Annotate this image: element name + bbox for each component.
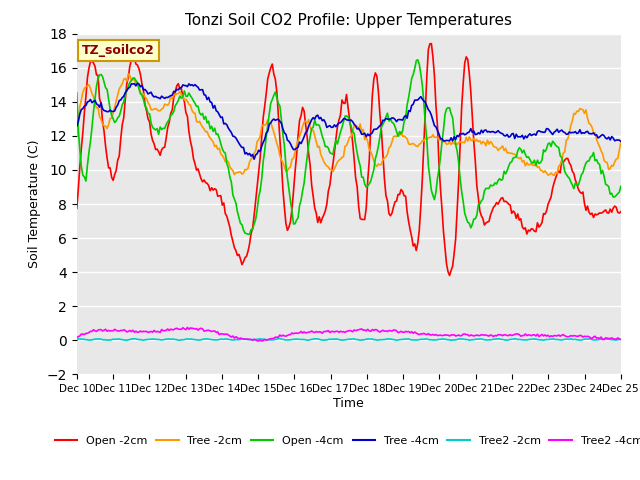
Tree -2cm — [312, 139, 320, 144]
Title: Tonzi Soil CO2 Profile: Upper Temperatures: Tonzi Soil CO2 Profile: Upper Temperatur… — [186, 13, 512, 28]
Tree2 -4cm — [314, 329, 321, 335]
Tree2 -4cm — [184, 324, 191, 330]
Line: Open -2cm: Open -2cm — [77, 44, 621, 276]
Open -4cm — [589, 150, 597, 156]
Open -2cm — [311, 205, 319, 211]
Tree2 -2cm — [253, 336, 261, 342]
Open -4cm — [73, 90, 81, 96]
Open -4cm — [414, 57, 422, 62]
Open -4cm — [255, 194, 262, 200]
Tree2 -2cm — [73, 336, 81, 342]
Tree -4cm — [314, 112, 321, 118]
Open -4cm — [264, 122, 271, 128]
Tree2 -2cm — [276, 336, 284, 341]
Line: Tree -2cm: Tree -2cm — [77, 74, 621, 175]
Tree2 -2cm — [235, 336, 243, 342]
Tree -2cm — [73, 133, 81, 139]
Tree -4cm — [141, 86, 149, 92]
Tree -4cm — [617, 138, 625, 144]
Tree -2cm — [589, 130, 597, 135]
Line: Tree2 -4cm: Tree2 -4cm — [77, 327, 621, 341]
Tree2 -2cm — [617, 336, 625, 342]
Tree2 -4cm — [589, 334, 597, 340]
Tree -4cm — [250, 156, 258, 162]
Tree -4cm — [134, 80, 141, 86]
Tree -2cm — [125, 71, 132, 77]
Tree -2cm — [264, 117, 271, 123]
Tree -2cm — [141, 94, 149, 100]
Legend: Open -2cm, Tree -2cm, Open -4cm, Tree -4cm, Tree2 -2cm, Tree2 -4cm: Open -2cm, Tree -2cm, Open -4cm, Tree -4… — [51, 431, 640, 450]
Open -2cm — [428, 41, 435, 47]
Tree -2cm — [255, 137, 262, 143]
Open -4cm — [246, 231, 253, 237]
Line: Open -4cm: Open -4cm — [77, 60, 621, 234]
Tree -2cm — [550, 172, 558, 178]
Open -4cm — [312, 122, 320, 128]
Tree -2cm — [237, 169, 244, 175]
Tree2 -4cm — [617, 336, 625, 342]
Y-axis label: Soil Temperature (C): Soil Temperature (C) — [28, 140, 41, 268]
Tree2 -4cm — [73, 335, 81, 340]
Open -4cm — [140, 96, 147, 102]
Open -2cm — [253, 185, 261, 191]
Tree2 -2cm — [262, 337, 270, 343]
Open -2cm — [445, 273, 453, 278]
Open -2cm — [140, 88, 147, 94]
Tree -2cm — [617, 139, 625, 145]
Tree -4cm — [266, 121, 273, 127]
Line: Tree2 -2cm: Tree2 -2cm — [77, 338, 621, 340]
Open -2cm — [73, 205, 81, 211]
Open -2cm — [262, 91, 270, 96]
Tree -4cm — [256, 149, 264, 155]
Tree2 -2cm — [589, 337, 597, 343]
Tree -4cm — [73, 123, 81, 129]
Tree2 -4cm — [237, 335, 244, 341]
Tree2 -2cm — [140, 337, 147, 343]
Line: Tree -4cm: Tree -4cm — [77, 83, 621, 159]
Open -4cm — [235, 215, 243, 220]
Tree2 -2cm — [312, 336, 320, 342]
Text: TZ_soilco2: TZ_soilco2 — [82, 44, 155, 57]
Open -4cm — [617, 183, 625, 189]
Tree2 -2cm — [356, 337, 364, 343]
Tree2 -4cm — [140, 328, 147, 334]
Tree -4cm — [589, 130, 597, 136]
Open -2cm — [589, 215, 597, 220]
Tree2 -4cm — [256, 337, 264, 343]
Tree2 -4cm — [255, 338, 262, 344]
Tree2 -4cm — [266, 336, 273, 342]
X-axis label: Time: Time — [333, 397, 364, 410]
Open -2cm — [617, 209, 625, 215]
Tree -4cm — [237, 143, 244, 148]
Open -2cm — [235, 252, 243, 257]
